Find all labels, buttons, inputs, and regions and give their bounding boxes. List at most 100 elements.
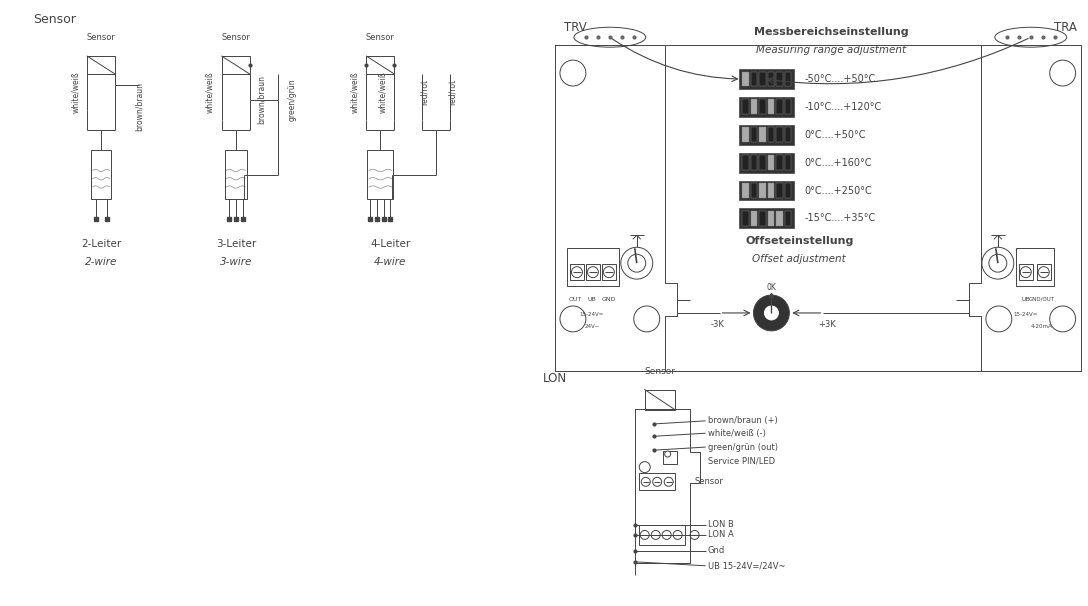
Bar (740, 97, 794, 117)
Bar (759, 72, 766, 87)
Bar (777, 183, 783, 198)
Bar (784, 155, 791, 170)
Bar (742, 211, 749, 226)
Bar (1018, 264, 1033, 280)
Text: 4-Leiter: 4-Leiter (370, 239, 410, 249)
Text: brown/braun: brown/braun (135, 82, 144, 132)
Text: 15-24V=: 15-24V= (580, 313, 604, 318)
Text: 0°C....+50°C: 0°C....+50°C (804, 130, 866, 140)
Bar (645, 390, 675, 410)
Text: GND: GND (602, 296, 616, 302)
Text: Sensor: Sensor (34, 13, 76, 26)
Text: Sensor: Sensor (694, 478, 724, 487)
Text: Offset adjustment: Offset adjustment (753, 254, 846, 264)
Text: UB 15-24V=/24V~: UB 15-24V=/24V~ (707, 561, 786, 570)
Bar (742, 183, 749, 198)
Bar (87, 56, 115, 74)
Text: UB: UB (1022, 296, 1030, 302)
Text: 0°C....+160°C: 0°C....+160°C (804, 158, 871, 168)
Text: white/weiß: white/weiß (206, 71, 214, 113)
Text: 2-Leiter: 2-Leiter (81, 239, 121, 249)
Text: Gnd: Gnd (707, 547, 725, 555)
Bar (586, 264, 599, 280)
Text: Sensor: Sensor (366, 33, 395, 42)
Bar (759, 127, 766, 142)
Text: white/weiß (-): white/weiß (-) (707, 428, 766, 438)
Bar (759, 99, 766, 115)
Bar (784, 99, 791, 115)
Bar (740, 69, 794, 89)
Bar (742, 99, 749, 115)
Bar (742, 155, 749, 170)
Text: red/rot: red/rot (448, 79, 457, 105)
Text: 2-wire: 2-wire (85, 257, 118, 267)
Bar (222, 56, 250, 74)
Circle shape (765, 306, 778, 320)
Text: -50°C....+50°C: -50°C....+50°C (804, 74, 876, 84)
Bar (567, 248, 619, 286)
Bar (777, 99, 783, 115)
Text: Offseteinstellung: Offseteinstellung (745, 236, 853, 246)
Bar (742, 72, 749, 87)
Bar (751, 127, 757, 142)
Text: Messbereichseinstellung: Messbereichseinstellung (754, 27, 908, 37)
Bar (777, 72, 783, 87)
Text: Sensor: Sensor (87, 33, 115, 42)
Bar (759, 183, 766, 198)
Text: white/weiß: white/weiß (350, 71, 359, 113)
Bar (768, 127, 775, 142)
Bar (768, 155, 775, 170)
Text: -3K: -3K (710, 321, 725, 330)
Text: green/grün: green/grün (287, 79, 296, 121)
Bar (751, 183, 757, 198)
Bar (91, 150, 111, 199)
Text: 24V~: 24V~ (584, 324, 599, 330)
Bar (740, 181, 794, 201)
Bar (768, 183, 775, 198)
Circle shape (754, 295, 790, 331)
Bar (759, 211, 766, 226)
Bar (639, 473, 675, 490)
Text: GND/OUT: GND/OUT (1029, 296, 1054, 302)
Bar (777, 155, 783, 170)
Bar (768, 99, 775, 115)
Text: 4-20mA: 4-20mA (1030, 324, 1052, 330)
Text: LON A: LON A (707, 530, 733, 539)
Text: white/weiß: white/weiß (378, 71, 387, 113)
Bar (1016, 248, 1053, 286)
Bar (742, 127, 749, 142)
Bar (784, 127, 791, 142)
Text: -10°C....+120°C: -10°C....+120°C (804, 102, 881, 112)
Text: brown/braun (+): brown/braun (+) (707, 416, 777, 425)
Text: LON: LON (543, 372, 567, 385)
Circle shape (665, 451, 670, 457)
Bar (759, 155, 766, 170)
Text: TRV: TRV (564, 21, 586, 34)
Text: Service PIN/LED: Service PIN/LED (707, 456, 775, 465)
Text: OUT: OUT (568, 296, 582, 302)
Text: 15-24V=: 15-24V= (1014, 313, 1038, 318)
Bar (368, 150, 394, 199)
Bar (751, 99, 757, 115)
Bar (784, 183, 791, 198)
Text: 3-wire: 3-wire (220, 257, 252, 267)
Text: 3-Leiter: 3-Leiter (215, 239, 256, 249)
Bar (740, 208, 794, 228)
Bar (751, 155, 757, 170)
Text: UB: UB (588, 296, 596, 302)
Text: Sensor: Sensor (644, 367, 676, 376)
Bar (639, 525, 684, 545)
Bar (740, 153, 794, 173)
Text: LON B: LON B (707, 521, 733, 530)
Bar (225, 150, 247, 199)
Text: 4-wire: 4-wire (374, 257, 407, 267)
Text: brown/braun: brown/braun (257, 75, 267, 124)
Text: -15°C....+35°C: -15°C....+35°C (804, 213, 876, 224)
Bar (777, 211, 783, 226)
Ellipse shape (574, 27, 646, 47)
Bar (570, 264, 584, 280)
Text: +3K: +3K (818, 321, 837, 330)
Bar (1037, 264, 1051, 280)
Text: white/weiß: white/weiß (71, 71, 79, 113)
Text: Sensor: Sensor (221, 33, 250, 42)
